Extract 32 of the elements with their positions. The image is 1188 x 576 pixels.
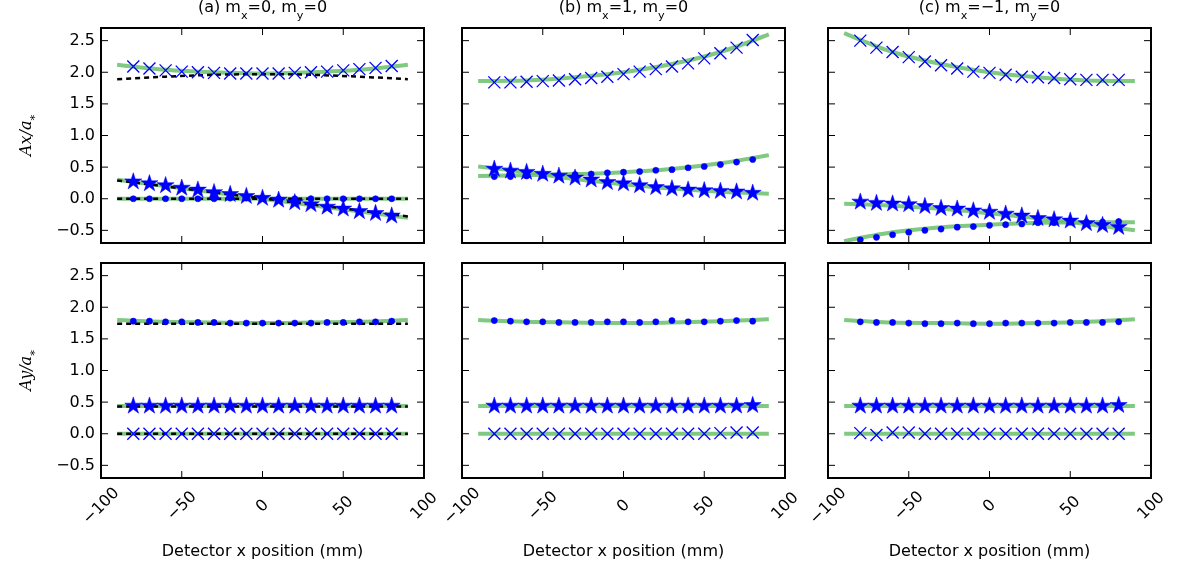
- x-tick-label: 0: [251, 494, 273, 516]
- x-tick-label: 0: [612, 494, 634, 516]
- x-tick-label: −50: [162, 486, 200, 524]
- y-tick-label: 1.5: [69, 328, 95, 348]
- chart-title: (a) m$_{x}$=0, m$_{y}$=0: [197, 0, 328, 22]
- x-tick-label: 100: [1132, 487, 1168, 523]
- chart-title: (c) m$_{x}$=−1, m$_{y}$=0: [918, 0, 1061, 22]
- x-tick-label: −50: [889, 486, 927, 524]
- y-tick-label: 2.0: [69, 296, 95, 316]
- y-tick-label: −0.5: [56, 219, 95, 239]
- y-tick-label: 1.0: [69, 125, 95, 144]
- y-tick-label: 2.0: [69, 61, 95, 81]
- x-axis-title: Detector x position (mm): [161, 541, 364, 560]
- y-tick-label: 2.5: [69, 30, 95, 50]
- y-tick-label: 2.5: [69, 265, 95, 285]
- y-tick-label: 1.5: [69, 93, 95, 113]
- x-tick-label: −50: [523, 486, 561, 524]
- x-axis-title: Detector x position (mm): [888, 541, 1091, 560]
- y-tick-label: 1.0: [69, 360, 95, 379]
- x-tick-label: 50: [689, 491, 718, 520]
- x-tick-label: 50: [328, 491, 357, 520]
- x-tick-label: 0: [978, 494, 1000, 516]
- x-tick-label: 100: [405, 487, 441, 523]
- y-tick-label: −0.5: [56, 454, 95, 474]
- y-tick-label: 0.0: [69, 188, 95, 208]
- y-tick-label: 0.0: [69, 423, 95, 443]
- y-tick-label: 0.5: [69, 156, 95, 176]
- x-tick-label: 100: [766, 487, 802, 523]
- x-tick-label: 50: [1055, 491, 1084, 520]
- x-axis-title: Detector x position (mm): [522, 541, 725, 560]
- chart-title: (b) m$_{x}$=1, m$_{y}$=0: [558, 0, 689, 22]
- y-tick-label: 0.5: [69, 391, 95, 411]
